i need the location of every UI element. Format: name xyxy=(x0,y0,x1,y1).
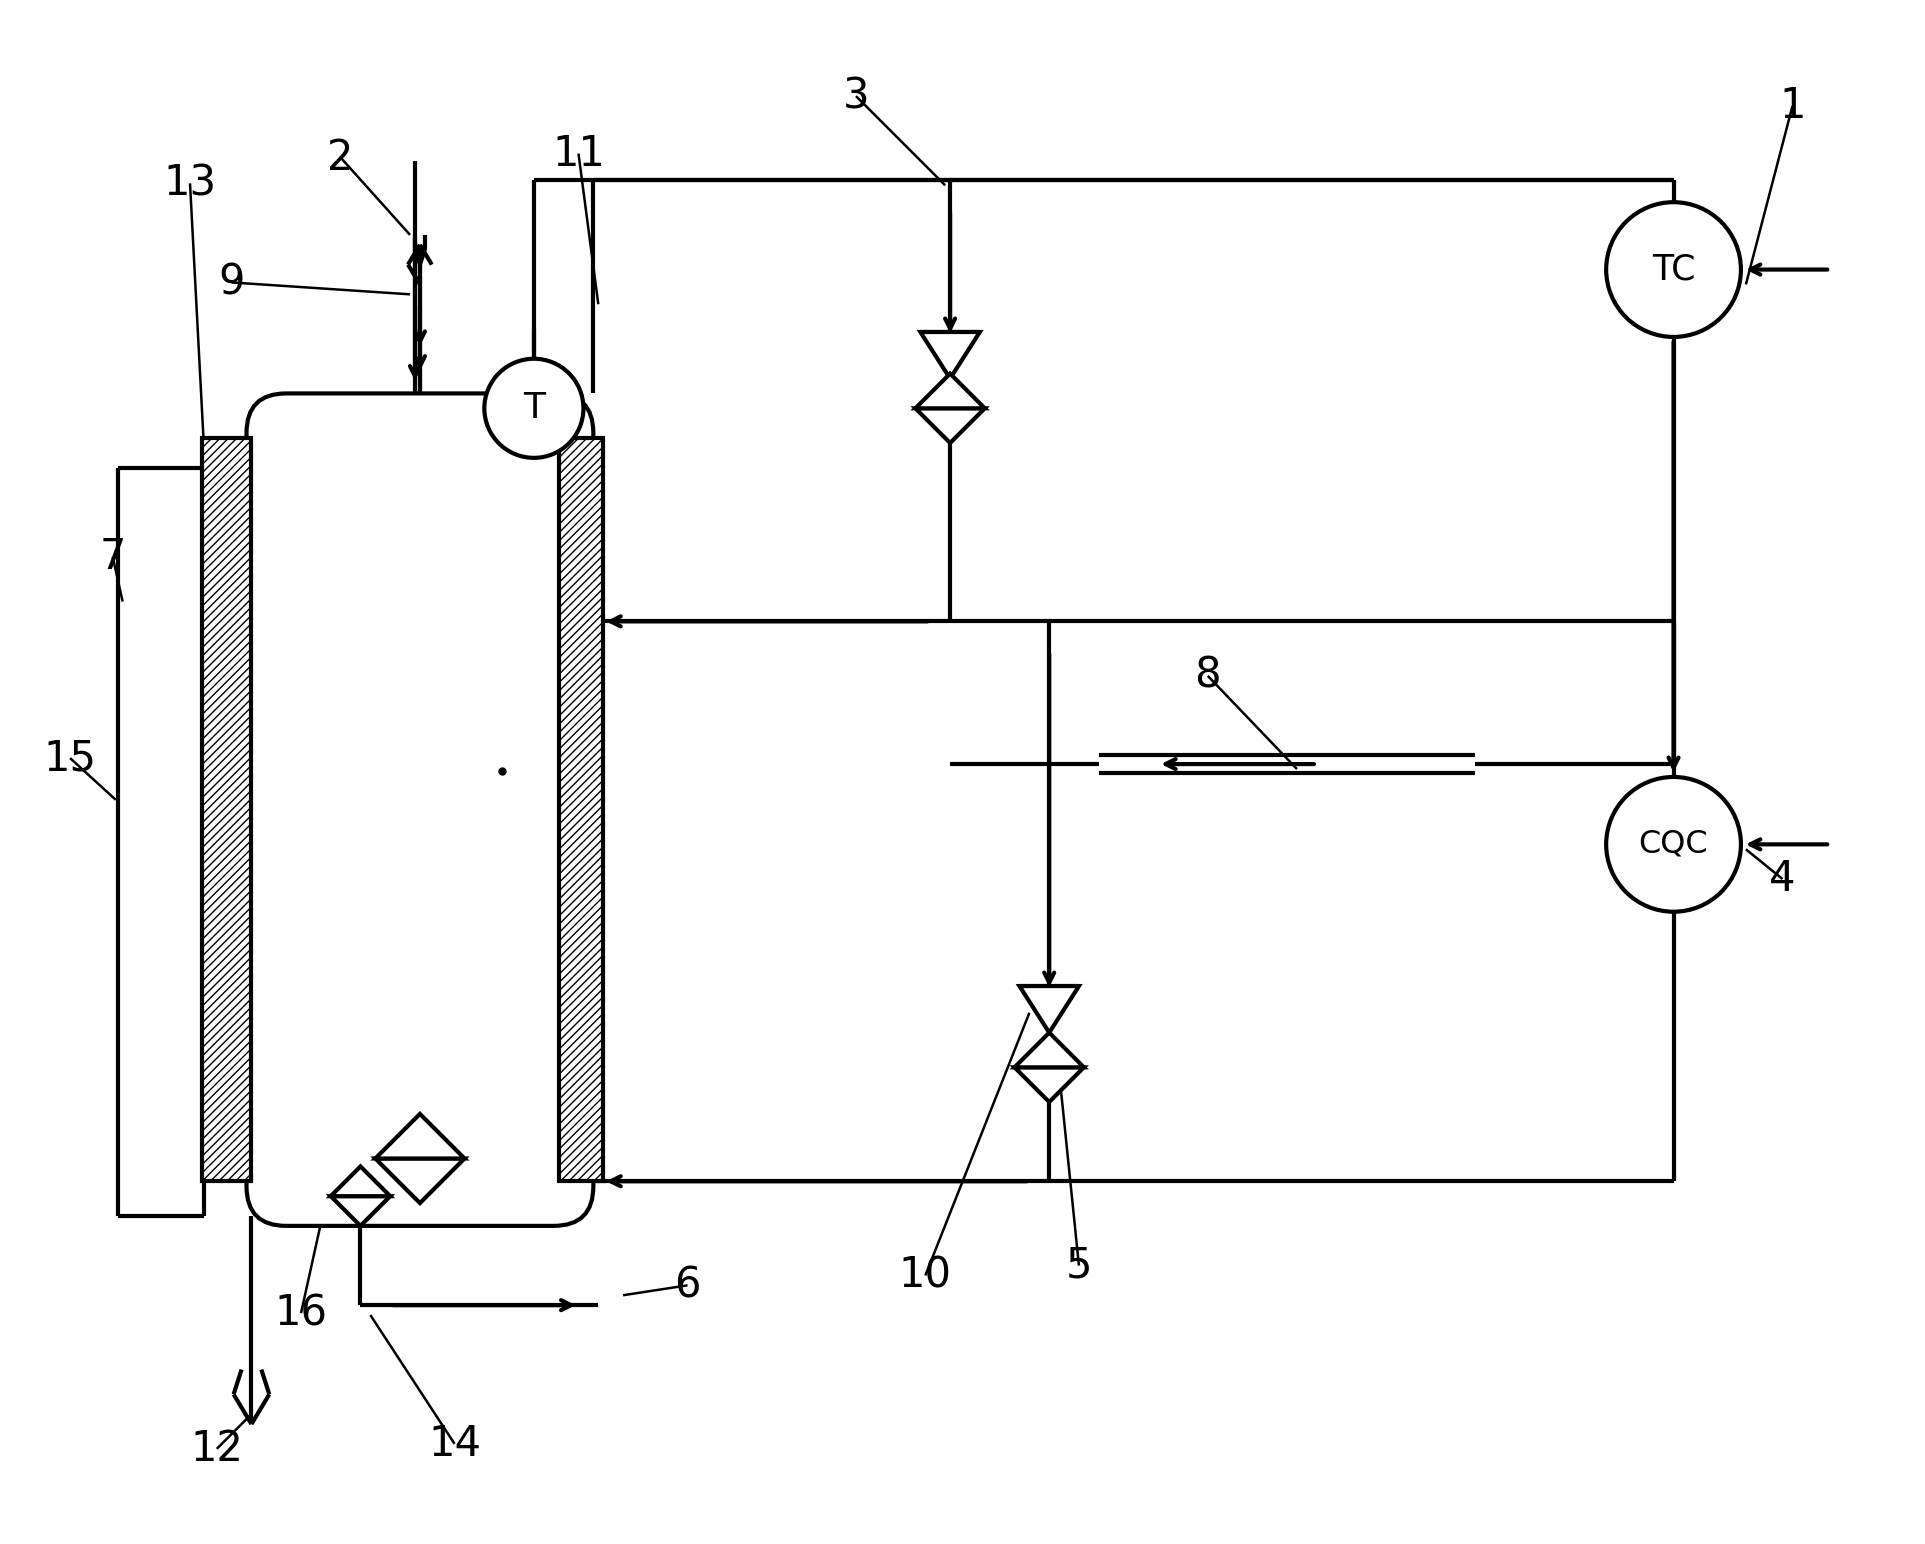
Polygon shape xyxy=(375,1113,464,1158)
Text: 14: 14 xyxy=(427,1424,481,1465)
Text: 10: 10 xyxy=(899,1254,951,1297)
Text: T: T xyxy=(524,391,545,425)
Text: 7: 7 xyxy=(100,536,125,577)
Text: 1: 1 xyxy=(1779,85,1806,127)
FancyBboxPatch shape xyxy=(246,394,593,1226)
Polygon shape xyxy=(331,1166,391,1197)
Text: 5: 5 xyxy=(1066,1244,1091,1286)
Text: 2: 2 xyxy=(327,136,354,179)
Text: CQC: CQC xyxy=(1638,829,1707,860)
Text: 16: 16 xyxy=(275,1292,327,1334)
Polygon shape xyxy=(916,408,986,443)
Polygon shape xyxy=(375,1158,464,1203)
Polygon shape xyxy=(1020,987,1078,1033)
Text: 15: 15 xyxy=(44,736,96,780)
Text: 12: 12 xyxy=(191,1428,243,1470)
Text: 4: 4 xyxy=(1769,858,1796,900)
Text: 6: 6 xyxy=(674,1265,701,1306)
Circle shape xyxy=(1605,777,1740,911)
Polygon shape xyxy=(331,1197,391,1226)
Polygon shape xyxy=(916,374,986,408)
Text: 8: 8 xyxy=(1194,655,1220,696)
Circle shape xyxy=(1605,202,1740,337)
Text: 13: 13 xyxy=(164,162,218,204)
Text: 9: 9 xyxy=(218,261,244,304)
Circle shape xyxy=(485,358,583,459)
Polygon shape xyxy=(1014,1067,1084,1102)
Polygon shape xyxy=(1014,1033,1084,1067)
Polygon shape xyxy=(920,332,980,378)
Text: TC: TC xyxy=(1652,253,1696,287)
Polygon shape xyxy=(558,438,603,1181)
Text: 3: 3 xyxy=(843,76,870,117)
Polygon shape xyxy=(202,438,252,1181)
Text: 11: 11 xyxy=(552,133,604,174)
